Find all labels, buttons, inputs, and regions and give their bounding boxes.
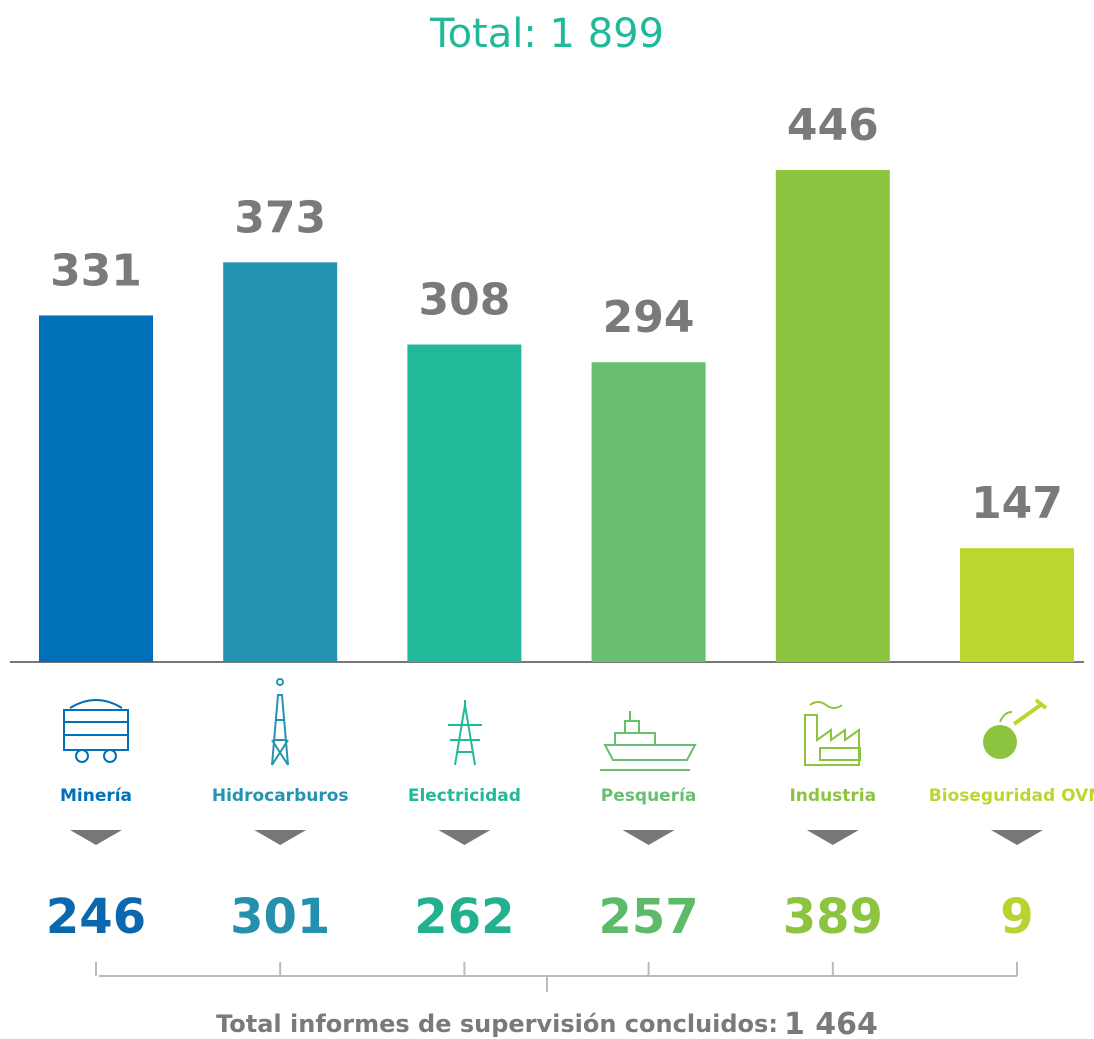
completed-value: 257: [598, 889, 698, 945]
bar: [591, 362, 706, 662]
completed-value: 246: [46, 889, 146, 945]
bracket: [99, 975, 1017, 992]
completed-value: 262: [414, 889, 514, 945]
bar-value-label: 147: [971, 478, 1063, 529]
icon-mining: [63, 699, 129, 763]
chart-title: Total: 1 899: [429, 11, 664, 57]
footer-label: Total informes de supervisión concluidos…: [216, 1007, 878, 1039]
icon-oil: [271, 678, 289, 766]
bar-value-label: 331: [50, 245, 142, 296]
arrow-down: [806, 830, 859, 845]
icon-factory: [804, 701, 861, 766]
bar-value-label: 373: [234, 192, 326, 243]
bar: [39, 315, 153, 662]
bar: [407, 344, 522, 662]
completed-value: 9: [1000, 889, 1033, 945]
bar: [775, 170, 890, 662]
category-label: Industria: [789, 786, 877, 806]
arrow-down: [438, 830, 491, 845]
bar-value-label: 446: [787, 100, 879, 151]
completed-value: 301: [230, 889, 330, 945]
icon-apple: [983, 698, 1048, 759]
icons: [63, 678, 1048, 771]
bar: [960, 548, 1074, 662]
category-label: Hidrocarburos: [211, 786, 349, 806]
arrow-down: [254, 830, 307, 845]
arrow-down: [622, 830, 675, 845]
category-label: Bioseguridad OVM: [928, 786, 1094, 806]
footer-text: Total informes de supervisión concluidos…: [216, 1010, 778, 1038]
arrow-down: [70, 830, 122, 845]
footer-total: 1 464: [784, 1007, 878, 1039]
icon-ship: [600, 711, 697, 771]
bar-value-label: 308: [418, 275, 510, 326]
category-label: Minería: [59, 786, 133, 806]
arrow-down: [991, 830, 1043, 845]
bar-value-label: 294: [603, 292, 695, 343]
category-label: Electricidad: [407, 786, 521, 806]
completed-value: 389: [783, 889, 883, 945]
category-label: Pesquería: [600, 786, 697, 806]
bar: [223, 262, 338, 662]
icon-tower: [448, 700, 482, 766]
